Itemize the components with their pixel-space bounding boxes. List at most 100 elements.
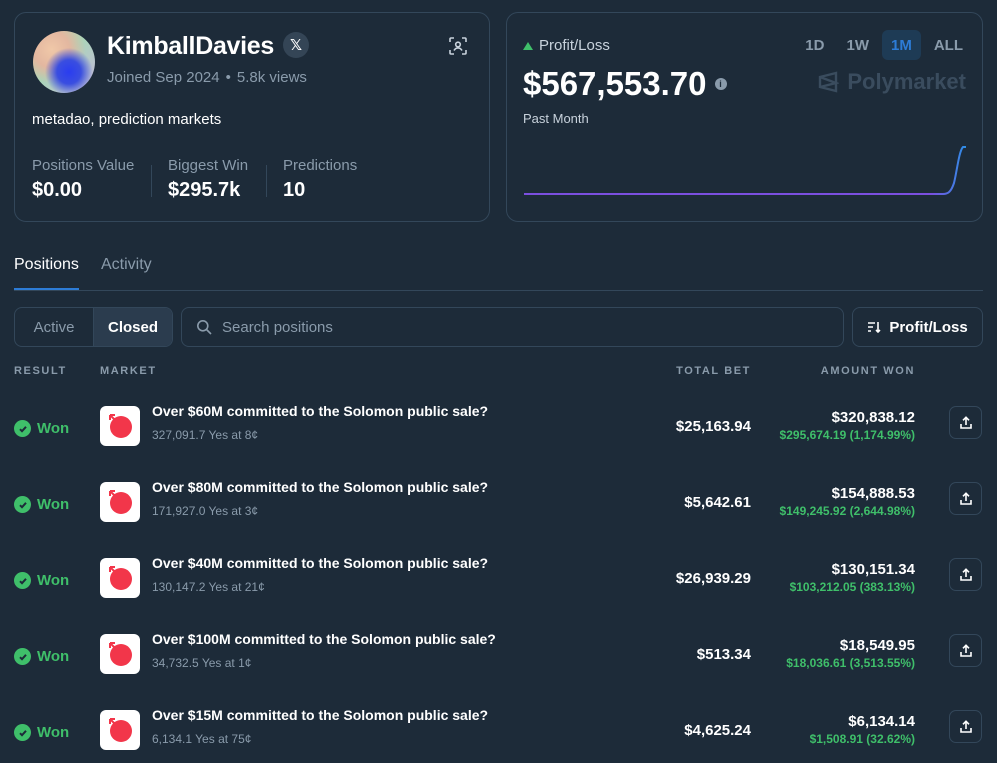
market-shares: 327,091.7 Yes at 8¢ <box>152 428 259 442</box>
share-icon <box>959 643 972 657</box>
stat-biggest-win: Biggest Win $295.7k <box>168 157 248 202</box>
sort-icon <box>868 322 881 334</box>
scan-icon[interactable] <box>449 37 467 55</box>
column-total-bet: TOTAL BET <box>676 365 751 377</box>
range-all[interactable]: ALL <box>933 36 963 54</box>
total-bet: $26,939.29 <box>675 570 751 587</box>
profile-card: KimballDavies 𝕏 Joined Sep 2024 • 5.8k vie… <box>14 12 490 222</box>
pnl-value: $567,553.70 i <box>523 65 727 103</box>
amount-won: $130,151.34 <box>831 561 915 578</box>
check-icon <box>14 572 31 589</box>
solomon-logo-icon <box>109 718 132 742</box>
column-market: MARKET <box>100 365 157 377</box>
pnl-card: Profit/Loss $567,553.70 i Past Month 1D … <box>506 12 983 222</box>
total-bet: $4,625.24 <box>684 722 751 739</box>
polymarket-icon <box>819 71 840 93</box>
result-label: Won <box>37 572 70 589</box>
tab-activity[interactable]: Activity <box>101 256 152 273</box>
search-input[interactable] <box>222 318 802 336</box>
table-row[interactable]: Won Over $15M committed to the Solomon p… <box>0 707 997 763</box>
stat-positions-value: Positions Value $0.00 <box>32 157 134 202</box>
range-selector: 1D 1W 1M ALL <box>796 30 972 60</box>
total-bet: $25,163.94 <box>675 418 751 435</box>
share-button[interactable] <box>949 482 982 515</box>
market-title[interactable]: Over $15M committed to the Solomon publi… <box>152 707 489 723</box>
amount-won: $6,134.14 <box>848 713 915 730</box>
column-result: RESULT <box>14 365 67 377</box>
market-thumbnail <box>100 406 140 446</box>
info-icon[interactable]: i <box>714 78 727 90</box>
view-count: 5.8k views <box>236 69 307 86</box>
market-shares: 6,134.1 Yes at 75¢ <box>152 732 252 746</box>
total-bet: $5,642.61 <box>684 494 751 511</box>
result-badge: Won <box>14 724 69 741</box>
stat-value: $0.00 <box>32 179 83 201</box>
amount-won: $320,838.12 <box>831 409 915 426</box>
check-icon <box>14 648 31 665</box>
polymarket-wordmark: Polymarket <box>847 69 966 94</box>
segment-active[interactable]: Active <box>33 318 75 336</box>
profit-gain: $18,036.61 (3,513.55%) <box>786 656 915 670</box>
solomon-logo-icon <box>109 490 132 514</box>
share-icon <box>959 491 972 505</box>
profit-gain: $295,674.19 (1,174.99%) <box>779 428 915 442</box>
pnl-amount: $567,553.70 <box>523 65 707 102</box>
joined-info: Joined Sep 2024 • 5.8k views <box>107 69 307 86</box>
market-title[interactable]: Over $100M committed to the Solomon publ… <box>152 631 496 647</box>
share-button[interactable] <box>949 710 982 743</box>
share-button[interactable] <box>949 406 982 439</box>
profit-gain: $103,212.05 (383.13%) <box>789 580 915 594</box>
column-amount-won: AMOUNT WON <box>820 365 915 377</box>
avatar[interactable] <box>33 31 95 93</box>
result-label: Won <box>37 724 70 741</box>
amount-won: $154,888.53 <box>831 485 915 502</box>
profit-gain: $149,245.92 (2,644.98%) <box>779 504 915 518</box>
tab-positions[interactable]: Positions <box>14 256 79 290</box>
result-label: Won <box>37 648 70 665</box>
market-title[interactable]: Over $40M committed to the Solomon publi… <box>152 555 489 571</box>
pnl-sparkline <box>524 146 966 195</box>
market-thumbnail <box>100 634 140 674</box>
stat-label: Biggest Win <box>168 157 249 174</box>
result-label: Won <box>37 496 70 513</box>
range-1d[interactable]: 1D <box>805 36 825 54</box>
check-icon <box>14 496 31 513</box>
bio: metadao, prediction markets <box>32 111 222 128</box>
search-box <box>181 307 844 347</box>
range-1m[interactable]: 1M <box>881 30 921 60</box>
pnl-label: Profit/Loss <box>523 37 610 54</box>
market-title[interactable]: Over $60M committed to the Solomon publi… <box>152 403 489 419</box>
table-row[interactable]: Won Over $60M committed to the Solomon p… <box>0 403 997 482</box>
x-icon[interactable]: 𝕏 <box>283 32 309 58</box>
pnl-line <box>524 146 966 195</box>
share-button[interactable] <box>949 558 982 591</box>
stat-divider <box>151 165 152 197</box>
result-badge: Won <box>14 496 69 513</box>
dot-separator: • <box>225 69 231 86</box>
table-row[interactable]: Won Over $100M committed to the Solomon … <box>0 631 997 710</box>
sort-button[interactable]: Profit/Loss <box>852 307 983 347</box>
stat-divider <box>266 165 267 197</box>
share-icon <box>959 415 972 429</box>
joined-date: Joined Sep 2024 <box>107 69 220 86</box>
market-title[interactable]: Over $80M committed to the Solomon publi… <box>152 479 489 495</box>
tab-bar: Positions Activity <box>14 248 983 291</box>
total-bet: $513.34 <box>696 646 751 663</box>
result-badge: Won <box>14 420 69 437</box>
range-1w[interactable]: 1W <box>846 36 869 54</box>
result-badge: Won <box>14 648 69 665</box>
share-button[interactable] <box>949 634 982 667</box>
segment-closed[interactable]: Closed <box>93 308 172 346</box>
profit-gain: $1,508.91 (32.62%) <box>809 732 915 746</box>
table-row[interactable]: Won Over $40M committed to the Solomon p… <box>0 555 997 634</box>
solomon-logo-icon <box>109 566 132 590</box>
market-shares: 130,147.2 Yes at 21¢ <box>152 580 265 594</box>
stat-value: $295.7k <box>168 179 241 201</box>
result-badge: Won <box>14 572 69 589</box>
check-icon <box>14 724 31 741</box>
market-thumbnail <box>100 558 140 598</box>
search-icon <box>197 320 212 335</box>
table-row[interactable]: Won Over $80M committed to the Solomon p… <box>0 479 997 558</box>
result-label: Won <box>37 420 70 437</box>
up-arrow-icon <box>523 41 533 50</box>
